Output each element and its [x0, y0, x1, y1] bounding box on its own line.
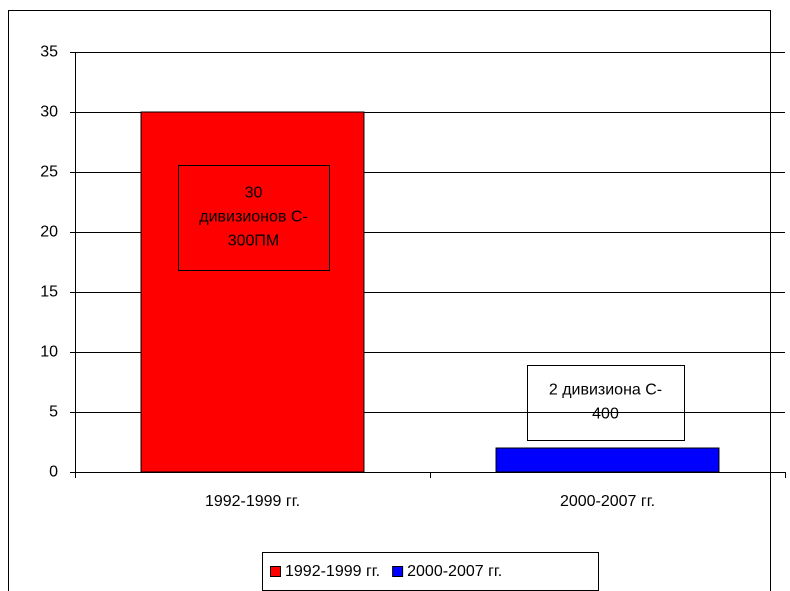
bar	[495, 447, 720, 473]
x-tick-label: 1992-1999 гг.	[205, 493, 300, 510]
y-tick-label: 15	[40, 284, 58, 301]
annotation-text: дивизионов С-	[199, 209, 307, 226]
legend-swatch	[270, 566, 281, 577]
annotation-text: 400	[592, 406, 619, 423]
y-tick-label: 30	[40, 104, 58, 121]
legend-label: 1992-1999 гг.	[285, 563, 380, 580]
annotation-text: 300ПМ	[228, 233, 280, 250]
y-tick-label: 5	[49, 404, 58, 421]
annotation-text: 2 дивизиона С-	[549, 382, 662, 399]
chart-frame	[8, 10, 771, 591]
y-tick-label: 20	[40, 224, 58, 241]
annotation-box	[178, 165, 330, 271]
annotation-box	[527, 365, 685, 441]
legend-label: 2000-2007 гг.	[407, 563, 502, 580]
y-tick-label: 10	[40, 344, 58, 361]
legend-box	[262, 552, 599, 591]
x-tick-label: 2000-2007 гг.	[560, 493, 655, 510]
legend-swatch	[392, 566, 404, 577]
annotation-text: 30	[245, 185, 263, 202]
y-tick-label: 35	[40, 44, 58, 61]
y-tick-label: 25	[40, 164, 58, 181]
y-tick-label: 0	[49, 464, 58, 481]
